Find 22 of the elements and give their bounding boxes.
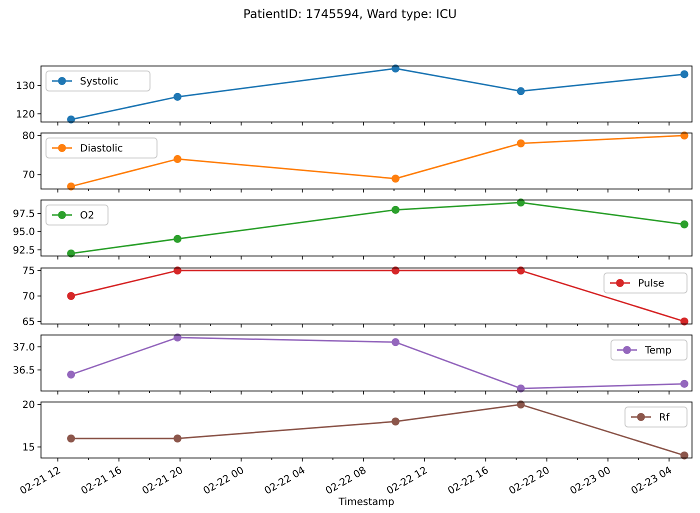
y-tick-label: 92.5 bbox=[12, 245, 35, 256]
y-tick-label: 65 bbox=[22, 316, 35, 328]
y-tick-label: 37.0 bbox=[12, 342, 35, 354]
chart-title: PatientID: 1745594, Ward type: ICU bbox=[243, 7, 457, 21]
x-axis-title: Timestamp bbox=[338, 497, 394, 508]
legend-label: O2 bbox=[80, 210, 94, 222]
legend-label: Temp bbox=[644, 346, 672, 356]
y-tick-label: 15 bbox=[22, 442, 35, 454]
y-tick-label: 80 bbox=[22, 131, 35, 142]
legend-label: Systolic bbox=[80, 76, 119, 88]
y-tick-label: 95.0 bbox=[12, 227, 35, 238]
y-tick-label: 120 bbox=[16, 109, 35, 120]
legend-label: Diastolic bbox=[80, 144, 123, 154]
y-tick-label: 130 bbox=[16, 81, 35, 92]
y-tick-label: 75 bbox=[22, 266, 35, 278]
y-tick-label: 36.5 bbox=[12, 365, 35, 376]
legend-label: Pulse bbox=[638, 278, 664, 290]
y-tick-label: 70 bbox=[22, 170, 35, 182]
y-tick-label: 20 bbox=[22, 400, 35, 412]
y-tick-label: 70 bbox=[22, 292, 35, 302]
y-tick-label: 97.5 bbox=[12, 208, 35, 220]
legend-label: Rf bbox=[659, 412, 670, 424]
